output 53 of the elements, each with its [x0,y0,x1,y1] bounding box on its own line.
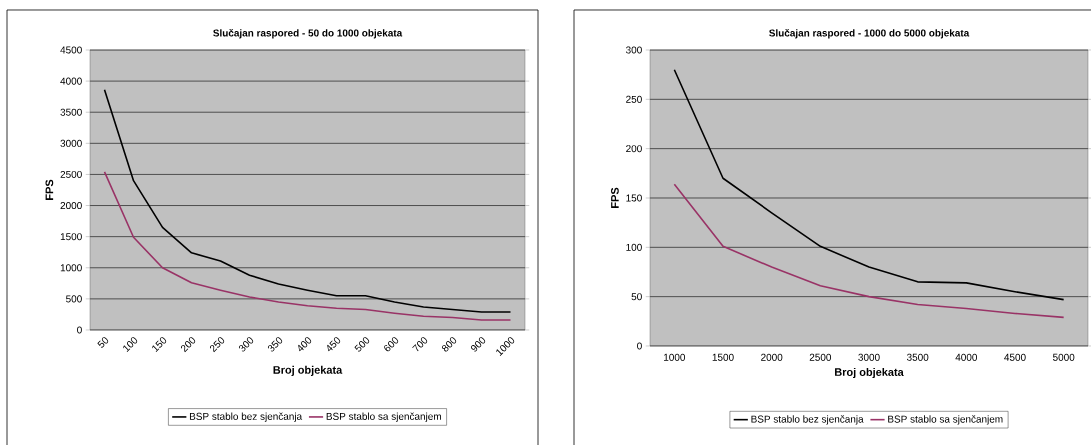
x-tick-label: 600 [384,337,399,352]
y-tick-label: 150 [626,194,642,202]
x-tick-label: 5000 [1052,353,1075,361]
x-tick-label: 800 [441,337,457,352]
line-series [673,68,1065,301]
y-tick-label: 250 [626,95,642,103]
x-tick-label: 50 [97,337,109,348]
y-tick-label: 3500 [60,108,82,116]
x-tick-label: 200 [180,337,196,353]
y-tick-label: 200 [626,145,642,153]
y-tick-label: 500 [66,295,82,303]
y-tick-label: 100 [626,243,642,251]
x-tick-label: 350 [267,337,283,352]
x-tick-label: 3000 [858,353,880,361]
x-tick-label: 1000 [664,353,686,361]
y-tick-label: 0 [637,342,642,350]
y-axis-title: FPS [45,179,54,200]
x-tick-label: 500 [354,337,370,352]
x-tick-label: 250 [209,337,225,353]
x-tick-label: 100 [123,337,138,353]
chart-title: Slučajan raspored - 50 do 1000 objekata [213,28,403,39]
legend-label: BSP stablo sa sjenčanjem [326,412,441,422]
x-tick-label: 300 [238,337,254,352]
x-tick-label: 400 [298,337,312,352]
y-tick-label: 1000 [60,264,82,272]
y-tick-label: 4000 [60,77,82,85]
legend-label: BSP stablo sa sjenčanjem [888,415,1003,425]
y-tick-label: 300 [625,46,642,54]
y-tick-label: 1500 [60,233,82,241]
x-axis-title: Broj objekata [273,365,343,376]
x-tick-label: 150 [152,337,167,353]
line-series [673,183,1065,319]
chart-title: Slučajan raspored - 1000 do 5000 objekata [769,28,970,39]
legend-label: BSP stablo bez sjenčanja [751,415,864,425]
x-tick-label: 700 [412,337,428,352]
x-tick-label: 900 [470,337,486,352]
line-series [103,171,512,321]
x-tick-label: 3500 [906,353,929,361]
x-tick-label: 4500 [1004,353,1026,361]
y-tick-label: 2500 [60,170,82,178]
x-tick-label: 2500 [809,353,832,361]
y-tick-label: 3000 [60,139,82,147]
x-tick-label: 450 [327,337,341,352]
x-tick-label: 1500 [712,353,734,361]
y-tick-label: 0 [77,326,82,334]
legend-label: BSP stablo bez sjenčanja [189,412,303,422]
y-axis-title: FPS [611,187,619,208]
x-tick-label: 2000 [761,353,783,361]
x-tick-label: 4000 [955,353,978,361]
y-tick-label: 4500 [60,46,82,54]
x-axis-title: Broj objekata [835,367,904,379]
y-tick-label: 2000 [60,202,82,210]
y-tick-label: 50 [631,293,642,301]
